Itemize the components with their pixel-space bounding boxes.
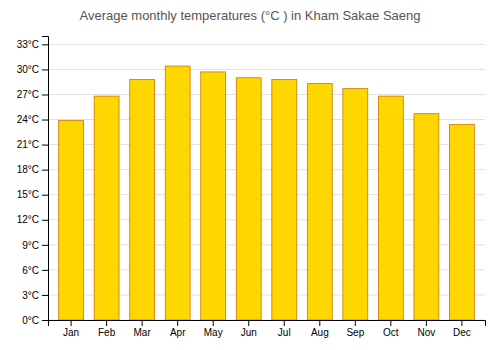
- y-tick-mark: [42, 44, 48, 45]
- x-tick-mark: [177, 320, 178, 326]
- y-tick-mark: [42, 320, 48, 321]
- x-tick-mark: [248, 320, 249, 326]
- x-tick-label: Jun: [241, 327, 257, 338]
- y-tick: 27°C: [17, 89, 48, 100]
- x-tick-label: Mar: [134, 327, 152, 338]
- x-tick: Mar: [134, 320, 152, 338]
- x-tick-mark: [390, 320, 391, 326]
- x-tick-label: Dec: [453, 327, 471, 338]
- x-tick: Feb: [98, 320, 116, 338]
- y-tick-label: 12°C: [17, 214, 39, 225]
- y-tick-label: 30°C: [17, 64, 39, 75]
- bar: [94, 96, 119, 320]
- x-tick-label: Oct: [383, 327, 399, 338]
- x-tick: Jul: [278, 320, 291, 338]
- x-tick-label: Sep: [346, 327, 364, 338]
- bar: [272, 79, 297, 320]
- x-tick: Jan: [63, 320, 79, 338]
- y-tick-mark: [42, 120, 48, 121]
- title: Average monthly temperatures (°C ) in Kh…: [80, 8, 421, 23]
- grid-line: [48, 44, 485, 45]
- y-tick-mark: [42, 195, 48, 196]
- bar: [449, 125, 474, 320]
- y-tick: 3°C: [22, 290, 48, 301]
- x-tick-mark: [319, 320, 320, 326]
- x-tick-mark: [142, 320, 143, 326]
- x-tick-mark: [106, 320, 107, 326]
- x-tick-mark: [461, 320, 462, 326]
- y-axis: 0°C 3°C 6°C 9°C 12°C 15°C 18°C 21°C 24°C 27°C 30°C…: [17, 37, 49, 326]
- grid: [48, 44, 485, 320]
- chart: 0°C 3°C 6°C 9°C 12°C 15°C 18°C 21°C 24°C 27°C 30°C…: [0, 0, 500, 350]
- grid-line: [48, 69, 485, 70]
- y-tick-label: 6°C: [22, 265, 39, 276]
- y-tick-mark: [42, 94, 48, 95]
- y-tick-label: 18°C: [17, 164, 39, 175]
- grid-line: [48, 94, 485, 95]
- x-tick-mark: [426, 320, 427, 326]
- y-tick-mark: [42, 145, 48, 146]
- y-tick: 33°C: [17, 39, 48, 50]
- x-tick: Jun: [241, 320, 257, 338]
- bar: [378, 96, 403, 320]
- y-tick-label: 27°C: [17, 89, 39, 100]
- y-axis-line: [42, 37, 49, 321]
- x-tick: Nov: [417, 320, 435, 338]
- x-tick: Apr: [170, 320, 186, 338]
- y-tick-mark: [42, 220, 48, 221]
- y-tick-mark: [42, 270, 48, 271]
- x-axis: Jan Feb Mar Apr May Jun Jul Aug Sep Oct Nov Dec: [49, 320, 486, 338]
- y-tick: 24°C: [17, 114, 48, 125]
- bar: [414, 114, 439, 320]
- bar: [201, 72, 226, 320]
- y-tick: 0°C: [22, 315, 48, 326]
- bar: [307, 84, 332, 320]
- x-tick-label: Jan: [63, 327, 79, 338]
- x-tick-label: Nov: [417, 327, 435, 338]
- x-tick-mark: [71, 320, 72, 326]
- bar: [59, 120, 84, 320]
- y-tick-label: 24°C: [17, 114, 39, 125]
- x-tick: Aug: [311, 320, 329, 338]
- x-tick-label: Jul: [278, 327, 291, 338]
- y-tick-mark: [42, 295, 48, 296]
- x-tick-label: May: [204, 327, 223, 338]
- y-tick: 30°C: [17, 64, 48, 75]
- x-tick-label: Apr: [170, 327, 186, 338]
- y-tick-label: 9°C: [22, 240, 39, 251]
- bar: [236, 78, 261, 320]
- y-tick: 9°C: [22, 240, 48, 251]
- x-tick-label: Aug: [311, 327, 329, 338]
- y-tick: 18°C: [17, 164, 48, 175]
- y-tick-mark: [42, 170, 48, 171]
- bars: [59, 66, 475, 320]
- x-tick: Oct: [383, 320, 399, 338]
- y-tick-mark: [42, 69, 48, 70]
- x-tick: Dec: [453, 320, 471, 338]
- x-tick: Sep: [346, 320, 364, 338]
- plot: 0°C 3°C 6°C 9°C 12°C 15°C 18°C 21°C 24°C 27°C 30°C…: [17, 37, 486, 339]
- y-tick-label: 21°C: [17, 139, 39, 150]
- x-tick-mark: [355, 320, 356, 326]
- bar: [130, 79, 155, 320]
- y-tick-label: 3°C: [22, 290, 39, 301]
- y-tick-mark: [42, 245, 48, 246]
- y-tick-label: 15°C: [17, 189, 39, 200]
- x-tick-mark: [284, 320, 285, 326]
- x-tick-mark: [213, 320, 214, 326]
- x-tick: May: [204, 320, 223, 338]
- bar: [343, 89, 368, 320]
- x-axis-line: [49, 321, 486, 327]
- bar: [165, 66, 190, 320]
- x-tick-label: Feb: [98, 327, 116, 338]
- y-tick: 6°C: [22, 265, 48, 276]
- y-tick: 15°C: [17, 189, 48, 200]
- y-tick-label: 33°C: [17, 39, 39, 50]
- y-tick: 21°C: [17, 139, 48, 150]
- y-tick: 12°C: [17, 214, 48, 225]
- y-tick-label: 0°C: [22, 315, 39, 326]
